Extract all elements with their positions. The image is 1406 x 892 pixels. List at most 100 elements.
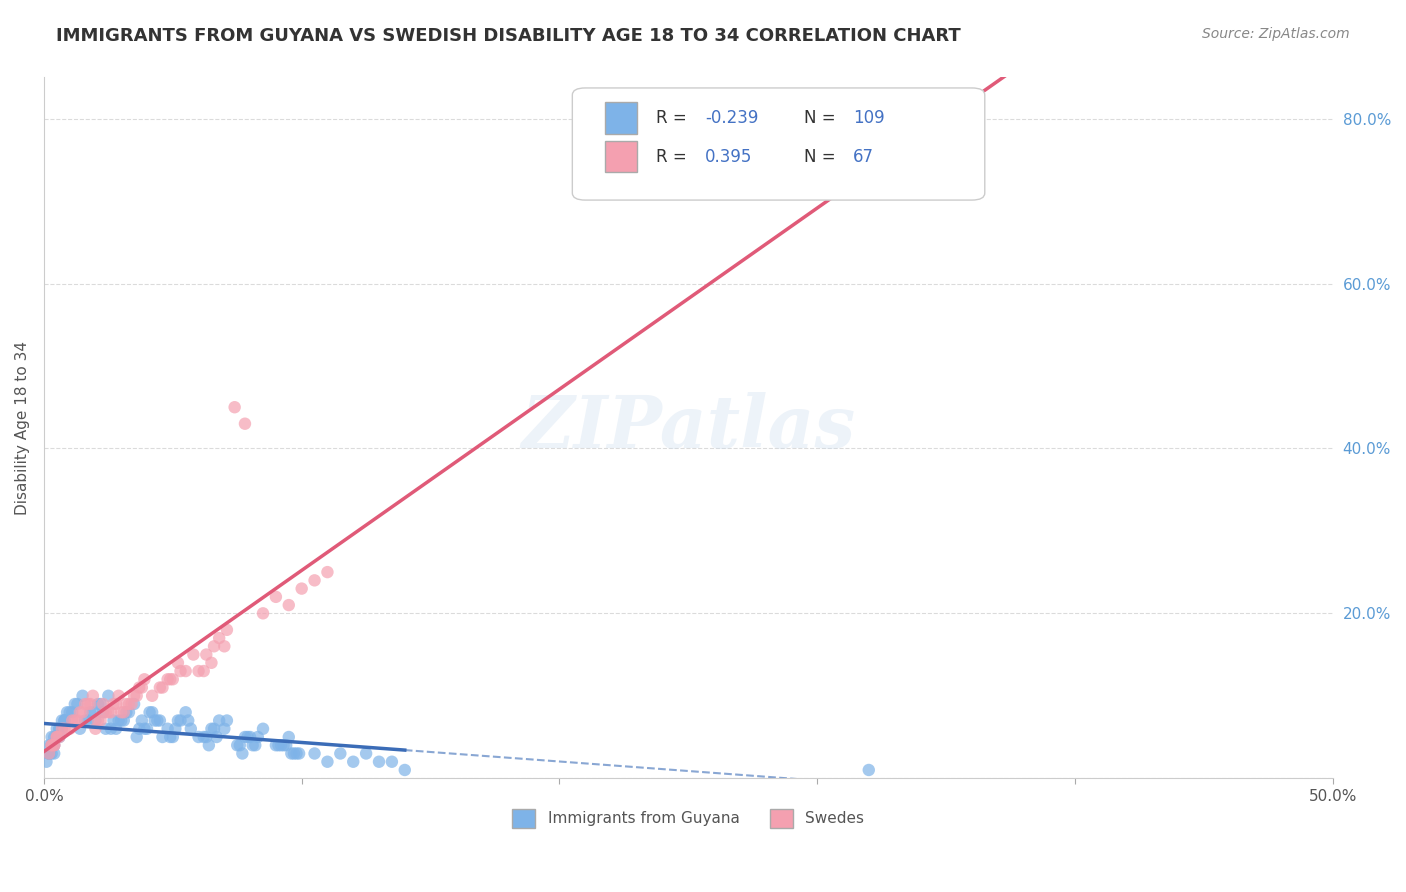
Point bbox=[45, 730, 67, 744]
Point bbox=[858, 763, 880, 777]
Point bbox=[41, 747, 63, 761]
Text: 0.395: 0.395 bbox=[704, 148, 752, 166]
Point bbox=[128, 722, 150, 736]
Point bbox=[112, 714, 135, 728]
Point bbox=[136, 722, 159, 736]
Point bbox=[288, 747, 311, 761]
Point bbox=[90, 714, 112, 728]
Point bbox=[342, 755, 364, 769]
Point bbox=[174, 664, 197, 678]
Point bbox=[264, 738, 287, 752]
Point bbox=[41, 738, 63, 752]
Point bbox=[214, 640, 236, 654]
Point bbox=[53, 714, 76, 728]
Point bbox=[233, 417, 256, 431]
Point bbox=[84, 714, 107, 728]
Point bbox=[82, 689, 104, 703]
Point bbox=[329, 747, 352, 761]
Point bbox=[41, 738, 63, 752]
Point bbox=[283, 747, 305, 761]
Point bbox=[35, 755, 58, 769]
Point bbox=[41, 738, 63, 752]
Point bbox=[100, 706, 122, 720]
Point bbox=[167, 714, 190, 728]
Point bbox=[187, 664, 209, 678]
Legend: Immigrants from Guyana, Swedes: Immigrants from Guyana, Swedes bbox=[506, 803, 870, 834]
Text: N =: N = bbox=[804, 148, 841, 166]
Point bbox=[162, 730, 184, 744]
Point bbox=[115, 706, 138, 720]
Point bbox=[149, 714, 172, 728]
Point bbox=[174, 706, 197, 720]
Point bbox=[304, 747, 326, 761]
Point bbox=[97, 689, 120, 703]
Point bbox=[141, 689, 163, 703]
Point bbox=[162, 673, 184, 687]
Point bbox=[239, 730, 262, 744]
Point bbox=[267, 738, 290, 752]
Point bbox=[91, 706, 114, 720]
Point bbox=[125, 689, 148, 703]
Point bbox=[82, 706, 104, 720]
Point bbox=[215, 714, 238, 728]
Point bbox=[103, 714, 125, 728]
Point bbox=[122, 689, 145, 703]
Point bbox=[41, 738, 63, 752]
Point bbox=[60, 714, 83, 728]
Point bbox=[159, 673, 181, 687]
Point bbox=[44, 738, 66, 752]
Text: ZIPatlas: ZIPatlas bbox=[522, 392, 855, 463]
Point bbox=[131, 681, 153, 695]
Point bbox=[100, 722, 122, 736]
Point bbox=[51, 722, 73, 736]
Text: -0.239: -0.239 bbox=[704, 109, 758, 127]
Point bbox=[53, 722, 76, 736]
Point bbox=[45, 722, 67, 736]
Point bbox=[38, 747, 60, 761]
Point bbox=[41, 738, 63, 752]
Text: R =: R = bbox=[657, 148, 692, 166]
Point bbox=[169, 714, 191, 728]
Point bbox=[149, 681, 172, 695]
Point bbox=[285, 747, 308, 761]
FancyBboxPatch shape bbox=[572, 88, 984, 200]
Point bbox=[66, 714, 89, 728]
Point bbox=[229, 738, 252, 752]
Point bbox=[59, 722, 82, 736]
Point bbox=[41, 730, 63, 744]
Point bbox=[226, 738, 249, 752]
Point bbox=[103, 697, 125, 711]
Text: N =: N = bbox=[804, 109, 841, 127]
Point bbox=[128, 681, 150, 695]
Point bbox=[156, 673, 179, 687]
Point bbox=[193, 730, 215, 744]
Point bbox=[118, 706, 141, 720]
Text: 67: 67 bbox=[853, 148, 875, 166]
Point bbox=[44, 738, 66, 752]
Point bbox=[169, 664, 191, 678]
FancyBboxPatch shape bbox=[605, 102, 637, 134]
Point bbox=[316, 755, 339, 769]
Text: R =: R = bbox=[657, 109, 692, 127]
Point bbox=[252, 722, 274, 736]
Point bbox=[304, 574, 326, 588]
Text: IMMIGRANTS FROM GUYANA VS SWEDISH DISABILITY AGE 18 TO 34 CORRELATION CHART: IMMIGRANTS FROM GUYANA VS SWEDISH DISABI… bbox=[56, 27, 960, 45]
Point bbox=[215, 623, 238, 637]
Point bbox=[76, 714, 98, 728]
Point bbox=[152, 681, 174, 695]
Point bbox=[202, 722, 225, 736]
Point bbox=[381, 755, 404, 769]
Point bbox=[72, 689, 94, 703]
Point bbox=[277, 730, 299, 744]
Point bbox=[90, 697, 112, 711]
Point bbox=[44, 738, 66, 752]
Point bbox=[66, 697, 89, 711]
Point bbox=[45, 730, 67, 744]
Point bbox=[264, 590, 287, 604]
Point bbox=[76, 697, 98, 711]
Point bbox=[165, 722, 187, 736]
Point bbox=[38, 747, 60, 761]
Point bbox=[72, 706, 94, 720]
Point bbox=[245, 738, 267, 752]
Point bbox=[277, 598, 299, 612]
